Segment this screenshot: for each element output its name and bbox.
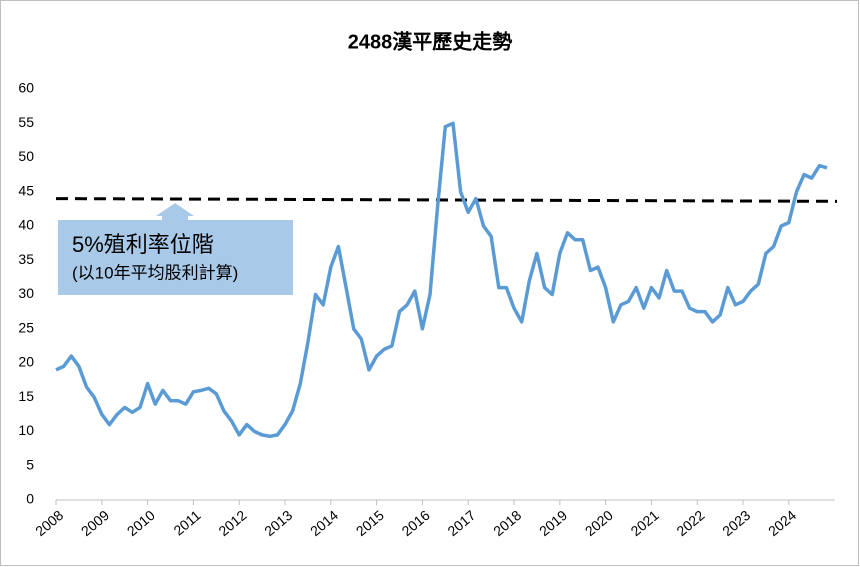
annotation-subtitle: (以10年平均股利計算) [72, 263, 238, 282]
y-tick-label: 30 [18, 285, 34, 301]
y-tick-label: 5 [26, 456, 34, 472]
annotation-title: 5%殖利率位階 [72, 232, 214, 257]
y-tick-label: 35 [18, 251, 34, 267]
y-tick-label: 50 [18, 148, 34, 164]
y-tick-label: 40 [18, 217, 34, 233]
y-tick-label: 45 [18, 182, 34, 198]
data-line [55, 121, 828, 439]
chart-title: 2488漢平歷史走勢 [348, 29, 513, 53]
y-tick-label: 60 [18, 80, 34, 96]
annotation-box [58, 220, 293, 295]
y-tick-label: 15 [18, 388, 34, 404]
reference-line [55, 197, 838, 203]
y-tick-label: 10 [18, 422, 34, 438]
y-tick-label: 0 [26, 491, 34, 507]
y-tick-label: 20 [18, 354, 34, 370]
annotation-arrow [156, 203, 194, 220]
y-tick-label: 25 [18, 319, 34, 335]
y-tick-label: 55 [18, 114, 34, 130]
